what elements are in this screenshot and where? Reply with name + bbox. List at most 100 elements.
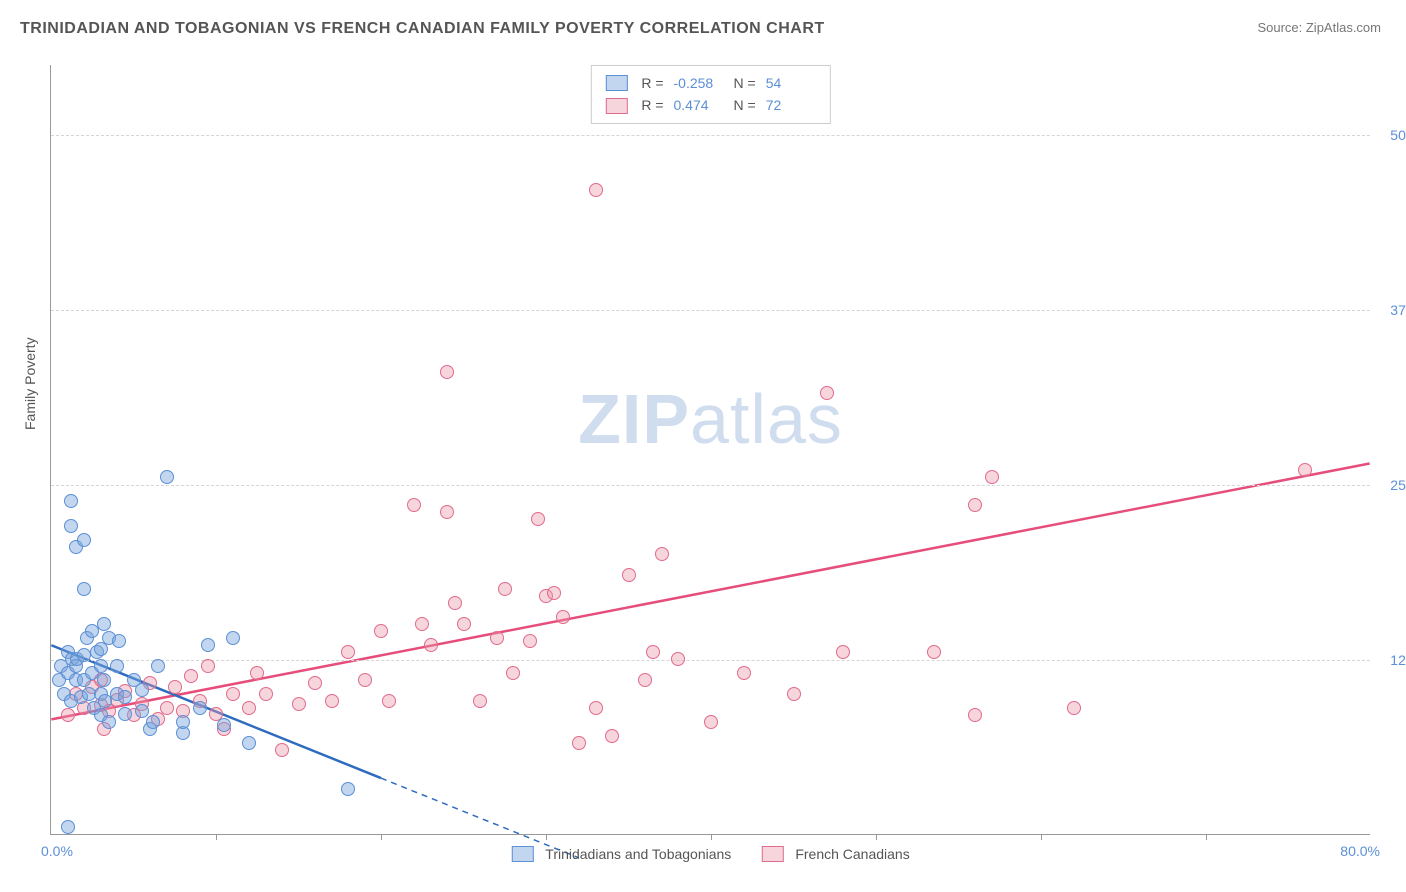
data-point-pink (308, 676, 322, 690)
x-min-label: 0.0% (41, 843, 73, 859)
n-label: N = (734, 72, 756, 94)
x-tick (216, 834, 217, 840)
data-point-pink (275, 743, 289, 757)
source-attribution: Source: ZipAtlas.com (1257, 20, 1381, 35)
data-point-pink (160, 701, 174, 715)
x-tick (546, 834, 547, 840)
n-value-blue: 54 (766, 72, 816, 94)
stats-row-blue: R = -0.258 N = 54 (605, 72, 815, 94)
data-point-pink (985, 470, 999, 484)
y-tick-label: 37.5% (1390, 302, 1406, 318)
r-label: R = (641, 72, 663, 94)
y-axis-label: Family Poverty (22, 337, 38, 430)
legend-label-blue: Trinidadians and Tobagonians (545, 846, 731, 862)
data-point-blue (77, 533, 91, 547)
swatch-pink-icon (761, 846, 783, 862)
data-point-pink (572, 736, 586, 750)
data-point-blue (242, 736, 256, 750)
source-label: Source: (1257, 20, 1305, 35)
data-point-pink (61, 708, 75, 722)
data-point-pink (457, 617, 471, 631)
data-point-pink (292, 697, 306, 711)
x-tick (381, 834, 382, 840)
data-point-pink (358, 673, 372, 687)
r-value-pink: 0.474 (674, 94, 724, 116)
chart-title: TRINIDADIAN AND TOBAGONIAN VS FRENCH CAN… (20, 20, 825, 38)
data-point-pink (382, 694, 396, 708)
data-point-blue (112, 634, 126, 648)
grid-line (51, 310, 1370, 311)
stats-row-pink: R = 0.474 N = 72 (605, 94, 815, 116)
x-max-label: 80.0% (1340, 843, 1380, 859)
series-legend: Trinidadians and Tobagonians French Cana… (511, 846, 909, 862)
r-value-blue: -0.258 (674, 72, 724, 94)
data-point-blue (110, 659, 124, 673)
data-point-pink (184, 669, 198, 683)
data-point-blue (226, 631, 240, 645)
data-point-blue (94, 659, 108, 673)
y-tick-label: 25.0% (1390, 477, 1406, 493)
data-point-pink (968, 498, 982, 512)
data-point-pink (168, 680, 182, 694)
data-point-blue (97, 673, 111, 687)
data-point-pink (473, 694, 487, 708)
data-point-pink (671, 652, 685, 666)
data-point-pink (490, 631, 504, 645)
data-point-pink (407, 498, 421, 512)
data-point-pink (820, 386, 834, 400)
data-point-blue (64, 519, 78, 533)
data-point-blue (151, 659, 165, 673)
data-point-pink (523, 634, 537, 648)
data-point-pink (737, 666, 751, 680)
data-point-blue (77, 582, 91, 596)
data-point-pink (341, 645, 355, 659)
x-tick (876, 834, 877, 840)
data-point-pink (1298, 463, 1312, 477)
swatch-blue-icon (605, 75, 627, 91)
data-point-blue (118, 690, 132, 704)
data-point-pink (325, 694, 339, 708)
data-point-blue (118, 707, 132, 721)
grid-line (51, 135, 1370, 136)
data-point-blue (135, 683, 149, 697)
data-point-pink (622, 568, 636, 582)
data-point-pink (259, 687, 273, 701)
data-point-pink (201, 659, 215, 673)
stats-legend: R = -0.258 N = 54 R = 0.474 N = 72 (590, 65, 830, 124)
data-point-pink (927, 645, 941, 659)
legend-label-pink: French Canadians (795, 846, 909, 862)
data-point-pink (415, 617, 429, 631)
data-point-blue (77, 648, 91, 662)
data-point-blue (217, 718, 231, 732)
source-name: ZipAtlas.com (1306, 20, 1381, 35)
data-point-pink (1067, 701, 1081, 715)
data-point-pink (242, 701, 256, 715)
data-point-pink (638, 673, 652, 687)
n-value-pink: 72 (766, 94, 816, 116)
data-point-blue (160, 470, 174, 484)
data-point-pink (250, 666, 264, 680)
legend-item-pink: French Canadians (761, 846, 909, 862)
data-point-blue (176, 715, 190, 729)
data-point-pink (424, 638, 438, 652)
data-point-pink (787, 687, 801, 701)
data-point-blue (201, 638, 215, 652)
data-point-pink (226, 687, 240, 701)
data-point-pink (605, 729, 619, 743)
data-point-blue (97, 617, 111, 631)
swatch-pink-icon (605, 98, 627, 114)
x-tick (711, 834, 712, 840)
grid-line (51, 485, 1370, 486)
plot-area: ZIPatlas R = -0.258 N = 54 R = 0.474 N =… (50, 65, 1370, 835)
data-point-pink (655, 547, 669, 561)
data-point-pink (440, 365, 454, 379)
x-tick (1206, 834, 1207, 840)
y-tick-label: 50.0% (1390, 127, 1406, 143)
data-point-pink (968, 708, 982, 722)
x-tick (1041, 834, 1042, 840)
data-point-blue (61, 820, 75, 834)
swatch-blue-icon (511, 846, 533, 862)
n-label: N = (734, 94, 756, 116)
data-point-pink (547, 586, 561, 600)
y-tick-label: 12.5% (1390, 652, 1406, 668)
